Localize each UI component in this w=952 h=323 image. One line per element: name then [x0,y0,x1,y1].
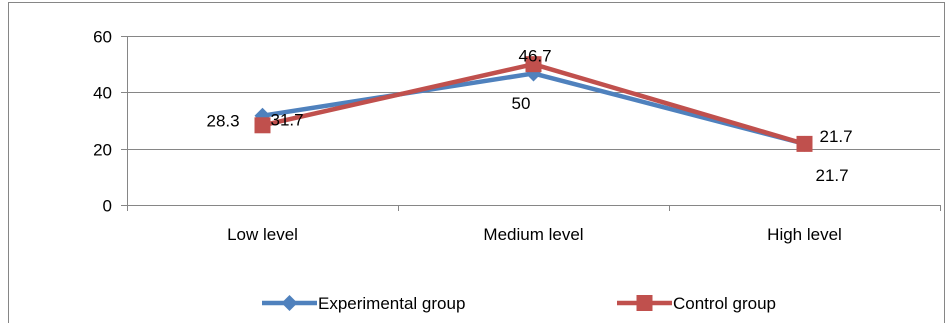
x-category-label: High level [767,225,842,244]
data-label: 28.3 [207,111,240,130]
control-data-point [254,117,271,134]
data-label: 21.7 [820,127,853,146]
legend-label: Control group [673,294,776,313]
legend: Experimental group Control group [262,294,776,313]
x-category-label: Medium level [483,225,583,244]
y-tick-label: 20 [93,141,112,160]
data-label: 21.7 [816,166,849,185]
y-tick-label: 60 [93,28,112,47]
y-tick-label: 40 [93,84,112,103]
control-data-point [525,56,542,73]
legend-label: Experimental group [318,294,465,313]
series-lines [254,56,813,152]
data-labels: 31.7 46.7 21.7 28.3 50 21.7 [207,46,853,184]
data-label: 46.7 [519,46,552,65]
data-label: 50 [512,94,531,113]
y-tick-label: 0 [103,197,112,216]
chart-border [8,2,945,323]
legend-marker [636,295,653,311]
control-data-point [796,135,813,152]
data-label: 31.7 [271,111,304,130]
axes: 0 20 40 60 Low level Medium level High level [93,28,941,244]
legend-marker [281,295,298,311]
x-category-label: Low level [227,225,298,244]
